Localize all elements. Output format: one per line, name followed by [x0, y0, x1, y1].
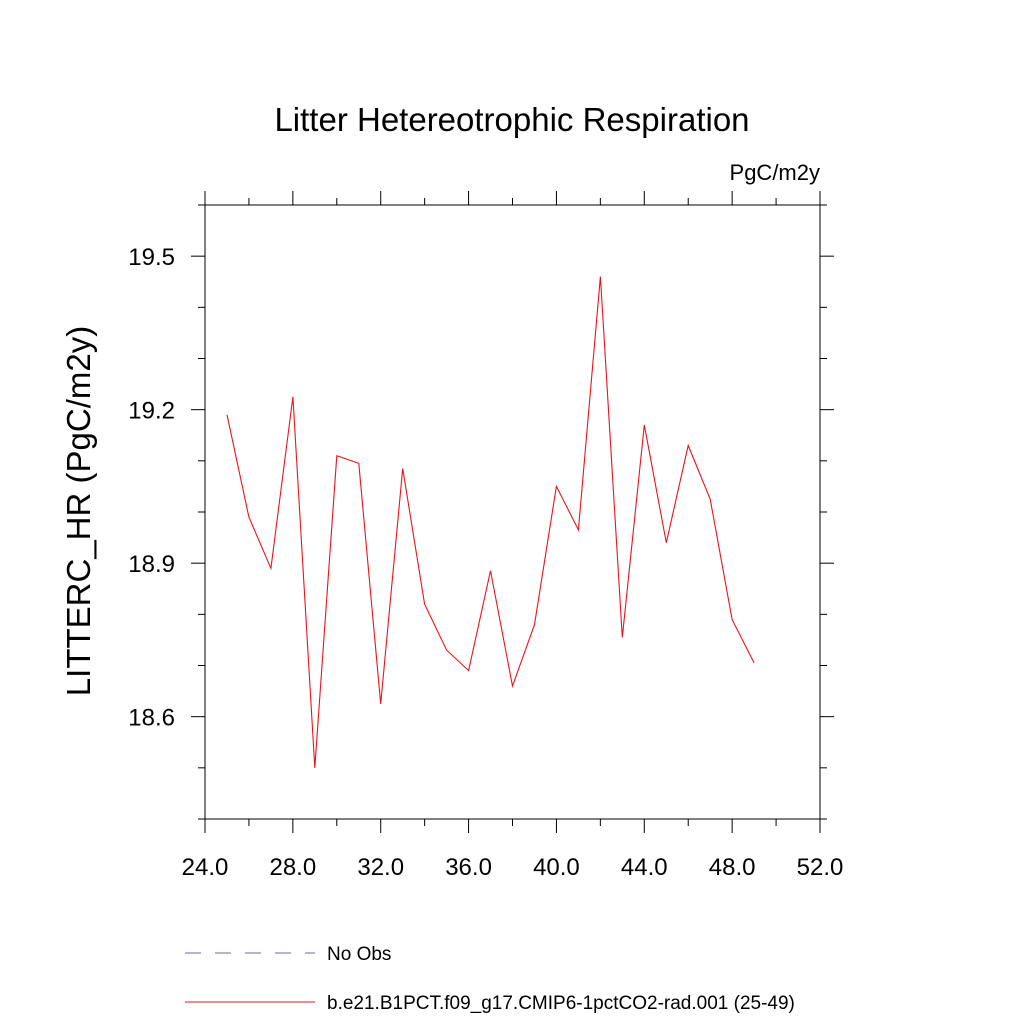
- chart-title: Litter Hetereotrophic Respiration: [274, 101, 749, 138]
- x-tick-label: 52.0: [797, 854, 844, 881]
- x-tick-label: 48.0: [709, 854, 756, 881]
- plot-frame: [204, 204, 821, 820]
- y-tick-label: 18.6: [128, 705, 175, 732]
- x-tick-label: 28.0: [269, 854, 316, 881]
- x-tick-label: 40.0: [533, 854, 580, 881]
- x-tick-label: 36.0: [445, 854, 492, 881]
- legend: No Obs b.e21.B1PCT.f09_g17.CMIP6-1pctCO2…: [185, 944, 795, 1014]
- legend-label-no-obs: No Obs: [327, 944, 391, 965]
- x-tick-label: 44.0: [621, 854, 668, 881]
- y-tick-label: 19.2: [128, 398, 175, 425]
- x-tick-label: 32.0: [357, 854, 404, 881]
- plot-border: [204, 204, 821, 820]
- y-axis-label: LITTERC_HR (PgC/m2y): [60, 326, 97, 696]
- units-label: PgC/m2y: [730, 160, 820, 185]
- y-tick-label: 18.9: [128, 551, 175, 578]
- y-axis: 18.6 18.9 19.2 19.5: [128, 204, 834, 820]
- series-layer: [226, 276, 755, 768]
- legend-label-model: b.e21.B1PCT.f09_g17.CMIP6-1pctCO2-rad.00…: [327, 993, 795, 1014]
- y-tick-label: 19.5: [128, 244, 175, 271]
- x-tick-label: 24.0: [182, 854, 229, 881]
- series-line: [226, 276, 755, 768]
- x-axis: 24.0 28.0 32.0 36.0 40.0 44.0 48.0 52.0: [182, 191, 844, 881]
